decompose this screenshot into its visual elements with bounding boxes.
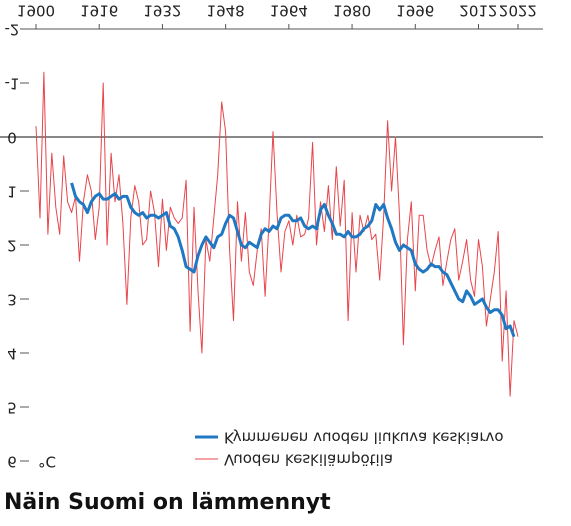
x-tick-label: 2022 <box>499 2 537 20</box>
y-tick-label: -2 <box>5 21 20 39</box>
x-tick-label: 1996 <box>396 2 434 20</box>
series-line <box>70 182 516 338</box>
x-tick-label: 1948 <box>207 2 245 20</box>
plot-area: 1900 1916 1932 1948 1964 1980 1996 2012 2022 -2 -1… <box>0 2 543 471</box>
x-tick-label: 1980 <box>333 2 371 20</box>
x-tick-label: 1916 <box>80 2 118 20</box>
legend-label: Vuoden keskilämpötila <box>224 451 393 469</box>
y-tick-label: 5 <box>7 399 17 417</box>
x-tick-label: 1964 <box>270 2 308 20</box>
y-tick-label: 1 <box>7 183 17 201</box>
y-tick-label: 3 <box>7 291 17 309</box>
x-tick-label: 2012 <box>459 2 497 20</box>
y-tick-label: 2 <box>7 237 17 255</box>
y-axis-label: °C <box>38 453 56 471</box>
chart-title: Näin Suomi on lämmennyt <box>4 490 331 515</box>
y-tick-label: 4 <box>7 345 17 363</box>
y-tick-label: 6 <box>7 453 17 471</box>
series-line <box>35 71 519 397</box>
x-tick-label: 1900 <box>17 2 55 20</box>
y-tick-label: -1 <box>5 75 20 93</box>
x-tick-label: 1932 <box>143 2 181 20</box>
legend-label: Kymmenen vuoden liukuva keskiarvo <box>224 429 504 447</box>
